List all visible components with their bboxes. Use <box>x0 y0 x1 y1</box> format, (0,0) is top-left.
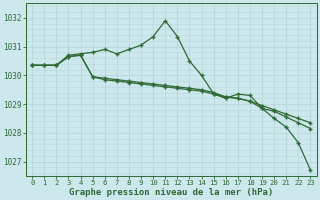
X-axis label: Graphe pression niveau de la mer (hPa): Graphe pression niveau de la mer (hPa) <box>69 188 274 197</box>
